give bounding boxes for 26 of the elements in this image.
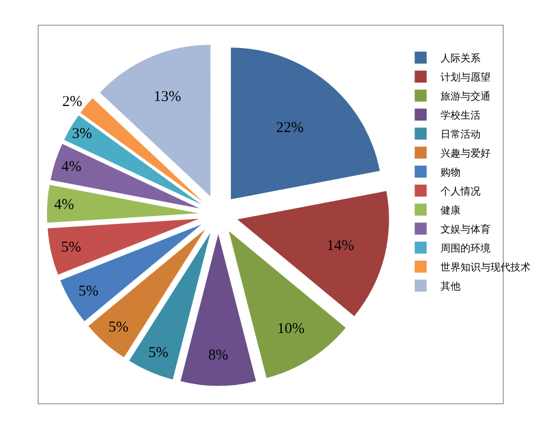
legend-label: 文娱与体育 bbox=[440, 224, 491, 236]
legend-label: 日常活动 bbox=[440, 128, 481, 141]
legend-label: 学校生活 bbox=[440, 110, 481, 122]
data-label: 5% bbox=[61, 239, 82, 256]
legend-label: 个人情况 bbox=[440, 186, 481, 198]
data-label: 4% bbox=[61, 158, 82, 175]
data-label: 5% bbox=[108, 320, 129, 336]
legend-label: 人际关系 bbox=[440, 52, 481, 65]
data-label: 4% bbox=[54, 196, 74, 213]
legend-label: 兴趣与爱好 bbox=[440, 148, 491, 160]
data-label: 5% bbox=[148, 344, 168, 361]
data-label: 14% bbox=[326, 238, 354, 254]
legend-label: 周围的环境 bbox=[440, 242, 491, 255]
legend-label: 购物 bbox=[440, 168, 461, 179]
legend-label: 其他 bbox=[440, 280, 461, 293]
data-label: 8% bbox=[208, 348, 228, 364]
legend-label: 健康 bbox=[440, 204, 461, 217]
data-label: 13% bbox=[154, 88, 182, 105]
data-label: 3% bbox=[72, 126, 92, 142]
data-label: 5% bbox=[78, 283, 98, 300]
data-label: 2% bbox=[62, 94, 82, 110]
legend-label: 旅游与交通 bbox=[440, 90, 491, 103]
legend-label: 世界知识与现代技术 bbox=[440, 262, 531, 274]
data-label: 10% bbox=[277, 320, 305, 337]
data-label: 22% bbox=[276, 120, 304, 136]
legend-label: 计划与愿望 bbox=[440, 72, 491, 84]
